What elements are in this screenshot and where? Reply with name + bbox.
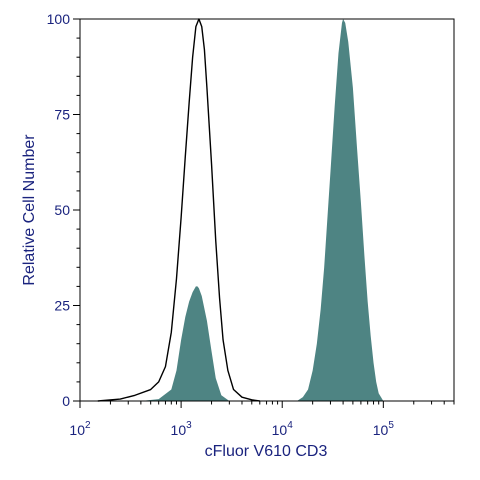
plot-frame xyxy=(79,18,455,402)
y-tick-label: 50 xyxy=(54,202,70,218)
x-axis-title: cFluor V610 CD3 xyxy=(205,443,328,460)
y-tick-label: 100 xyxy=(47,11,71,27)
filled-histogram-series xyxy=(140,19,384,401)
x-tick-label: 104 xyxy=(272,420,294,438)
x-tick-label: 102 xyxy=(69,420,91,438)
y-tick-label: 25 xyxy=(54,298,70,314)
outline-histogram-series xyxy=(97,18,260,402)
x-tick-label: 105 xyxy=(373,420,395,438)
y-axis-title: Relative Cell Number xyxy=(21,134,38,286)
y-tick-label: 75 xyxy=(54,107,70,123)
plot-area xyxy=(97,18,384,402)
x-tick-label: 103 xyxy=(171,420,193,438)
axes: 0 25 50 75 100 102 103 104 105 xyxy=(47,11,455,438)
y-tick-label: 0 xyxy=(62,393,70,409)
